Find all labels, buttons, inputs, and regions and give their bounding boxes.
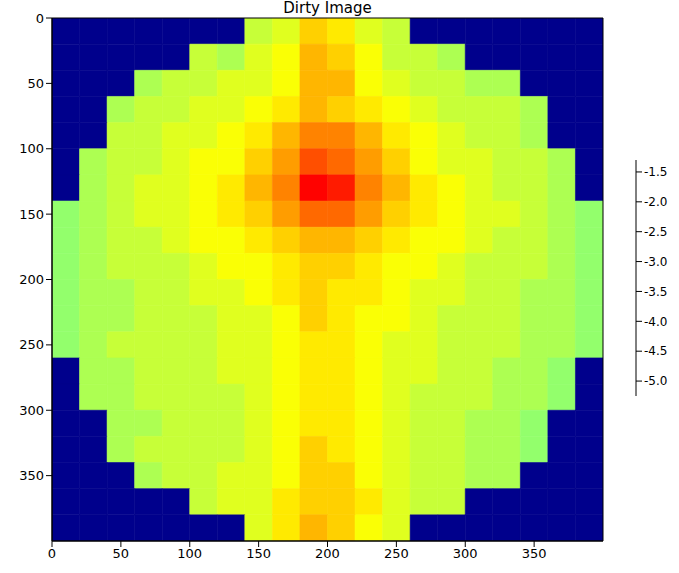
svg-text:150: 150: [246, 546, 271, 561]
svg-text:-3.5: -3.5: [644, 285, 667, 299]
svg-text:-3.0: -3.0: [644, 255, 667, 269]
svg-text:50: 50: [113, 546, 130, 561]
svg-text:-5.0: -5.0: [644, 374, 667, 388]
svg-text:350: 350: [522, 546, 547, 561]
svg-text:-2.5: -2.5: [644, 225, 667, 239]
svg-text:350: 350: [19, 468, 44, 483]
svg-text:-2.0: -2.0: [644, 195, 667, 209]
svg-text:50: 50: [27, 76, 44, 91]
svg-text:-4.0: -4.0: [644, 315, 667, 329]
svg-text:0: 0: [36, 11, 44, 26]
svg-text:300: 300: [453, 546, 478, 561]
svg-text:200: 200: [315, 546, 340, 561]
svg-text:100: 100: [177, 546, 202, 561]
svg-text:250: 250: [19, 337, 44, 352]
svg-text:100: 100: [19, 141, 44, 156]
svg-text:-1.5: -1.5: [644, 165, 667, 179]
svg-text:0: 0: [48, 546, 56, 561]
svg-text:300: 300: [19, 403, 44, 418]
svg-text:200: 200: [19, 272, 44, 287]
html-text:Dirty Image: Dirty Image: [283, 0, 372, 17]
svg-text:-4.5: -4.5: [644, 344, 667, 358]
svg-text:150: 150: [19, 207, 44, 222]
svg-text:250: 250: [384, 546, 409, 561]
